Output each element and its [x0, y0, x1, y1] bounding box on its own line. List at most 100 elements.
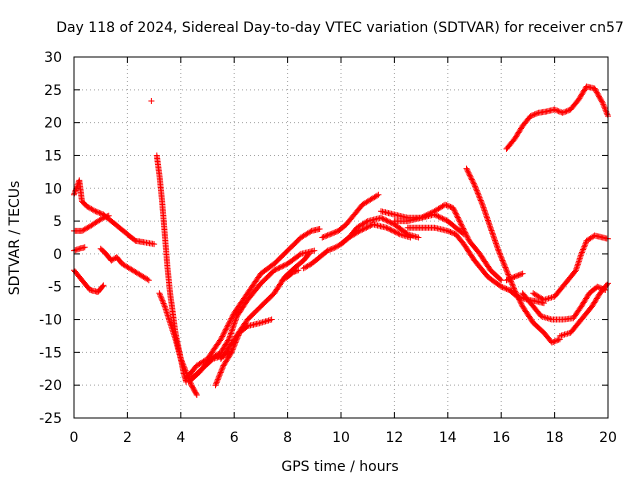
- data-point-marker: [219, 333, 226, 340]
- data-point-marker: [92, 208, 99, 215]
- data-point-marker: [307, 228, 314, 235]
- data-point-marker: [306, 250, 312, 257]
- data-point-marker: [477, 197, 484, 204]
- x-tick-label: 20: [599, 430, 617, 446]
- y-tick-label: 25: [44, 83, 62, 99]
- data-point-marker: [219, 363, 226, 370]
- data-point-marker: [227, 316, 234, 323]
- data-point-marker: [440, 216, 447, 223]
- data-point-marker: [178, 357, 185, 364]
- data-point-marker: [477, 196, 484, 203]
- y-tick-label: 15: [44, 148, 62, 164]
- data-point-marker: [158, 294, 165, 301]
- data-point-marker: [470, 180, 477, 187]
- data-point-marker: [272, 266, 279, 273]
- data-point-marker: [550, 339, 557, 345]
- data-point-marker: [502, 264, 509, 271]
- grid-lines: [74, 57, 608, 418]
- data-point-marker: [457, 220, 464, 226]
- data-point-marker: [511, 273, 518, 280]
- data-point-marker: [99, 283, 106, 290]
- data-point-marker: [472, 184, 479, 191]
- data-point-marker: [506, 276, 513, 283]
- data-point-marker: [229, 314, 236, 321]
- data-point-marker: [228, 349, 235, 356]
- data-point-marker: [446, 203, 453, 210]
- data-point-marker: [444, 227, 451, 234]
- data-point-marker: [496, 249, 503, 255]
- data-point-marker: [420, 213, 427, 220]
- data-point-marker: [224, 322, 231, 329]
- data-point-marker: [390, 227, 397, 234]
- data-point-marker: [463, 232, 470, 239]
- data-point-marker: [467, 173, 474, 180]
- data-point-marker: [99, 215, 105, 222]
- data-point-marker: [466, 172, 473, 179]
- data-point-marker: [81, 244, 88, 251]
- data-point-marker: [181, 364, 188, 371]
- data-point-marker: [500, 260, 507, 267]
- data-point-marker: [503, 277, 510, 284]
- data-point-marker: [458, 222, 465, 229]
- data-point-marker: [510, 284, 517, 291]
- data-point-marker: [366, 223, 372, 230]
- data-point-marker: [597, 96, 604, 102]
- data-point-marker: [379, 215, 386, 222]
- data-point-marker: [463, 165, 470, 172]
- data-point-marker: [227, 318, 233, 325]
- data-point-marker: [473, 187, 480, 194]
- data-point-marker: [392, 229, 399, 236]
- data-point-marker: [328, 246, 335, 252]
- data-point-marker: [439, 215, 446, 222]
- x-tick-label: 8: [283, 430, 292, 446]
- data-point-marker: [362, 225, 368, 232]
- data-point-marker: [180, 361, 187, 368]
- data-point-marker: [498, 283, 505, 290]
- x-tick-label: 10: [332, 430, 350, 446]
- data-point-marker: [511, 287, 518, 293]
- data-point-marker: [281, 262, 288, 269]
- data-point-marker: [459, 224, 466, 231]
- data-point-marker: [386, 218, 393, 225]
- data-point-marker: [424, 211, 431, 218]
- data-point-marker: [515, 295, 522, 302]
- y-tick-label: -5: [48, 280, 62, 296]
- data-point-marker: [225, 337, 232, 344]
- data-point-marker: [461, 228, 468, 235]
- axis-ticks: 0 2 4 6 8 10 12 14 16 18 20 -25 -20 -15 -10 -5 0 5 10 15 20 2…: [39, 50, 617, 446]
- y-tick-label: -15: [39, 345, 62, 361]
- data-point-marker: [559, 109, 566, 116]
- data-point-marker: [464, 166, 471, 173]
- data-point-marker: [359, 226, 366, 233]
- data-point-marker: [145, 277, 152, 284]
- data-point-marker: [223, 325, 230, 332]
- y-tick-label: -25: [39, 411, 62, 427]
- data-point-marker: [428, 209, 435, 216]
- data-point-marker: [356, 227, 363, 234]
- data-point-marker: [581, 243, 588, 250]
- data-point-marker: [276, 264, 283, 271]
- data-point-marker: [296, 251, 303, 258]
- data-point-marker: [464, 168, 471, 175]
- data-point-marker: [95, 209, 101, 216]
- data-point-marker: [450, 205, 457, 211]
- data-point-marker: [360, 226, 367, 232]
- data-point-marker: [563, 108, 570, 115]
- data-point-marker: [316, 226, 323, 232]
- data-point-marker: [532, 110, 539, 117]
- data-point-marker: [156, 290, 163, 297]
- data-point-marker: [391, 228, 398, 235]
- data-point-marker: [443, 202, 450, 209]
- data-point-marker: [384, 218, 391, 225]
- data-point-marker: [500, 284, 507, 291]
- data-point-marker: [503, 267, 510, 274]
- data-point-marker: [530, 112, 537, 118]
- data-point-marker: [422, 212, 429, 219]
- data-point-marker: [517, 299, 524, 306]
- data-point-marker: [594, 90, 601, 97]
- data-point-marker: [572, 268, 578, 275]
- data-point-marker: [216, 372, 223, 379]
- data-point-marker: [600, 102, 607, 109]
- data-point-marker: [594, 283, 601, 290]
- data-point-marker: [305, 252, 312, 258]
